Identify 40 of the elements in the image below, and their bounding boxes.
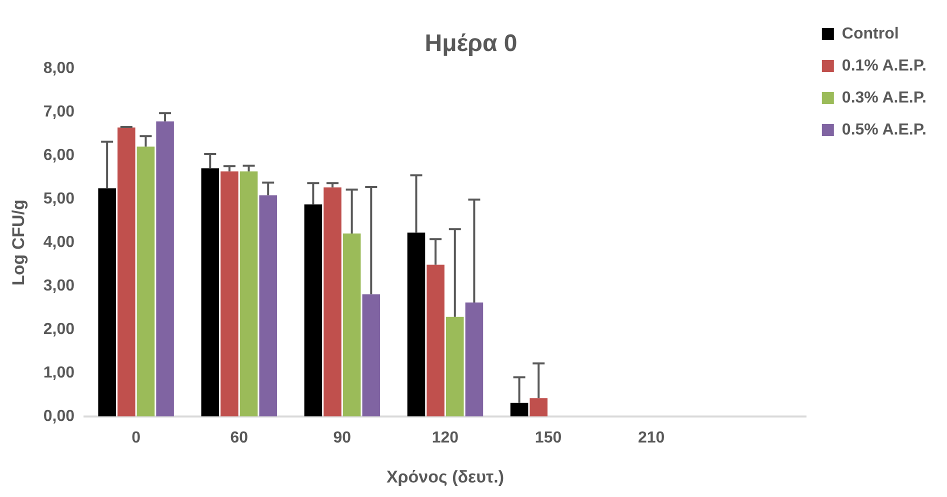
x-tick-label: 0 — [132, 429, 141, 446]
y-axis-title: Log CFU/g — [8, 200, 28, 286]
y-tick-label: 5,00 — [43, 190, 75, 208]
bar — [220, 171, 238, 416]
y-tick-label: 0,00 — [43, 408, 75, 425]
bar — [426, 264, 444, 416]
bar — [259, 195, 277, 416]
bar — [342, 233, 361, 416]
y-tick-label: 6,00 — [43, 147, 75, 164]
bar — [136, 146, 155, 416]
bar — [362, 294, 380, 416]
bar — [465, 302, 484, 416]
x-tick-label: 120 — [432, 429, 459, 446]
legend-label: 0.5% A.E.P. — [842, 121, 926, 138]
bar — [304, 204, 322, 416]
bar — [240, 171, 258, 416]
bar — [156, 121, 174, 416]
legend-label: 0.1% A.E.P. — [842, 57, 926, 74]
bar — [510, 402, 528, 416]
y-tick-label: 2,00 — [43, 320, 75, 338]
y-tick-label: 1,00 — [43, 364, 75, 382]
x-tick-label: 150 — [534, 429, 562, 446]
y-tick-label: 3,00 — [43, 277, 75, 294]
chart-title: Ημέρα 0 — [424, 30, 518, 58]
x-tick-label: 60 — [230, 429, 248, 446]
y-tick-label: 4,00 — [43, 234, 75, 252]
bar — [530, 398, 548, 416]
bar — [201, 168, 220, 416]
y-tick-label: 8,00 — [43, 60, 75, 78]
x-tick-label: 210 — [638, 429, 665, 446]
bar — [118, 127, 136, 416]
bar — [324, 187, 342, 416]
x-tick-label: 90 — [333, 429, 352, 446]
legend-label: 0.3% A.E.P. — [842, 89, 926, 106]
legend-label: Control — [842, 25, 899, 42]
y-tick-label: 7,00 — [43, 104, 75, 121]
x-axis-title: Χρόνος (δευτ.) — [386, 467, 504, 486]
bar — [446, 316, 464, 416]
bar — [407, 232, 426, 416]
bar — [98, 188, 116, 416]
